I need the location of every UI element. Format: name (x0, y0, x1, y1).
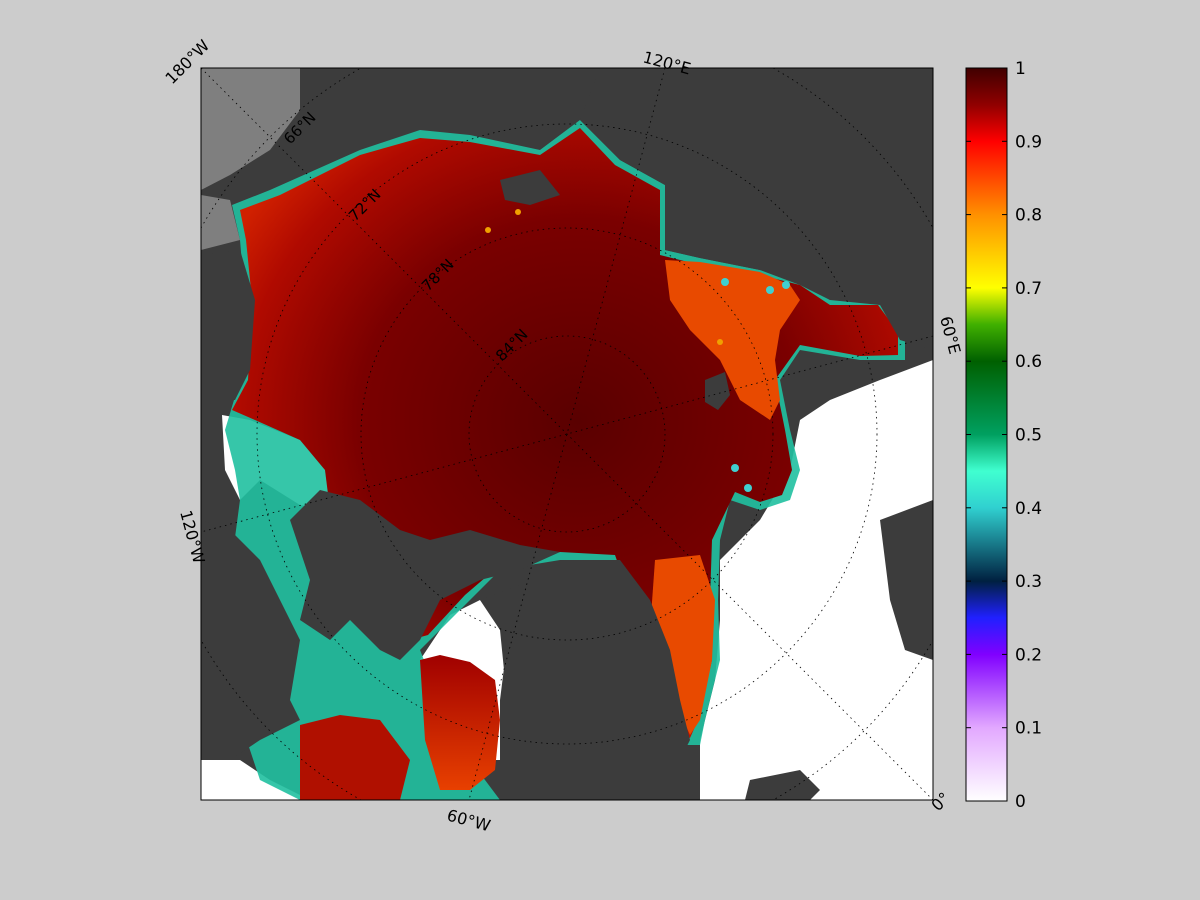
land-iceland (745, 770, 820, 800)
graticule-parallel-72 (256, 123, 878, 745)
ice-hudson-bay (300, 715, 410, 800)
map-border (200, 67, 934, 801)
land-alaska (201, 250, 255, 400)
graticule-parallel-84 (468, 335, 666, 533)
colorbar-tick-label: 0 (1015, 792, 1026, 812)
colorbar: 0 0.1 0.2 0.3 0.4 0.5 0.6 0.7 0.8 0.9 1 (965, 59, 1042, 812)
ice-baffin-bay (420, 655, 500, 790)
lon-label-60w: 60°W (445, 806, 493, 836)
colorbar-tick-label: 0.7 (1015, 279, 1042, 299)
land-canadian-mainland (201, 520, 300, 760)
colorbar-ticks: 0 0.1 0.2 0.3 0.4 0.5 0.6 0.7 0.8 0.9 1 (966, 59, 1042, 812)
colorbar-fill (965, 67, 1008, 802)
island-dot (766, 286, 774, 294)
colorbar-tick-label: 0.5 (1015, 426, 1042, 446)
ice-kara-barents (665, 260, 800, 420)
land-greenland (480, 560, 690, 800)
land-svalbard (705, 372, 730, 410)
colorbar-tick-label: 0.2 (1015, 645, 1042, 665)
land-severnaya (500, 170, 560, 205)
land-eurasia (580, 68, 933, 350)
colorbar-tick-label: 0.8 (1015, 206, 1042, 226)
island-dot (717, 339, 723, 345)
graticule-parallel-78 (360, 227, 774, 641)
colorbar-tick-label: 0.3 (1015, 572, 1042, 592)
graticule (201, 68, 933, 800)
open-water-hudson (201, 760, 300, 800)
land-canadian-archipelago (290, 490, 560, 660)
island-dot (731, 464, 739, 472)
island-dot (515, 209, 521, 215)
colorbar-tick-label: 1 (1015, 59, 1026, 79)
ice-east-greenland (650, 555, 715, 735)
land-outside-domain-2 (201, 195, 240, 250)
land-outside-domain (201, 68, 300, 190)
lon-label-60e: 60°E (936, 314, 964, 356)
colorbar-tick-label: 0.6 (1015, 352, 1042, 372)
island-dot (782, 281, 790, 289)
graticule-meridian-180-0 (201, 68, 933, 800)
map-panel: 66°N 72°N 78°N 84°N (201, 68, 933, 800)
island-dot (744, 484, 752, 492)
island-dot (721, 278, 729, 286)
colorbar-tick-label: 0.9 (1015, 132, 1042, 152)
land-scandinavia (880, 500, 933, 660)
colorbar-tick-label: 0.4 (1015, 499, 1042, 519)
colorbar-tick-label: 0.1 (1015, 719, 1042, 739)
island-dot (485, 227, 491, 233)
open-water-atlantic (700, 360, 933, 800)
